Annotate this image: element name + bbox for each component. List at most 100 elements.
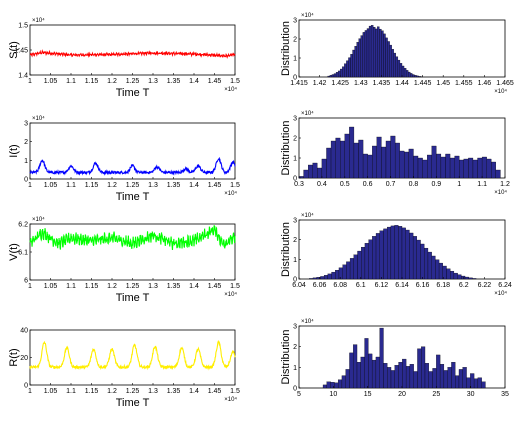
x-tick-label: 0.3: [294, 181, 304, 188]
histogram-bar: [495, 169, 501, 179]
x-tick-label: 1.4: [189, 78, 199, 85]
y-tick-label: 2: [293, 136, 297, 143]
histogram-bar: [381, 30, 384, 78]
histogram-bar: [379, 327, 384, 389]
histogram-bar: [333, 73, 337, 78]
histogram-bar: [398, 362, 403, 389]
x-tick-label: 1.45: [208, 78, 222, 85]
histogram-bar: [322, 384, 327, 389]
x-multiplier: ×10⁴: [494, 290, 507, 297]
histogram-bar: [312, 277, 317, 280]
y-axis-label: Distribution: [280, 222, 292, 277]
x-tick-label: 0.6: [363, 181, 373, 188]
histogram-bar: [459, 159, 464, 179]
histogram-bar: [486, 158, 492, 179]
histogram-bar: [395, 56, 399, 78]
series-line: [29, 49, 236, 59]
histogram-bar: [368, 25, 372, 78]
x-tick-label: 1.1: [477, 181, 487, 188]
histogram-bar: [327, 273, 332, 280]
x-tick-label: 6.18: [436, 282, 450, 289]
histogram-bar: [350, 54, 353, 78]
histogram-bar: [366, 28, 370, 78]
x-tick-label: 1.2: [107, 283, 117, 290]
histogram-bar: [412, 74, 415, 78]
histogram-bar: [342, 66, 345, 78]
bars: [309, 225, 477, 280]
histogram-bar: [428, 371, 433, 389]
histogram-bar: [477, 157, 483, 179]
y-tick-label: 6.1: [18, 250, 28, 257]
y-tick-label: 40: [20, 328, 28, 335]
x-tick-label: 35: [501, 391, 509, 398]
y-tick-label: 20: [20, 355, 28, 362]
x-tick-label: 6.1: [356, 282, 366, 289]
histogram-bar: [372, 236, 377, 280]
x-tick-label: 1.45: [208, 283, 222, 290]
x-tick-label: 1.45: [208, 388, 222, 395]
histogram-bar: [451, 362, 456, 389]
histogram-bar: [457, 274, 462, 280]
bars: [322, 327, 486, 389]
x-tick-label: 1.2: [107, 388, 117, 395]
y-tick-label: 6.2: [18, 222, 28, 229]
histogram-bar: [443, 370, 448, 389]
histogram-bar: [405, 70, 409, 78]
histogram-bar: [416, 75, 419, 78]
histogram-bar: [401, 65, 405, 78]
y-multiplier: ×10⁴: [32, 216, 45, 223]
histogram-bar: [353, 344, 358, 389]
histogram-bar: [431, 255, 436, 280]
histogram-bar: [357, 250, 362, 280]
y-multiplier: ×10⁴: [301, 212, 314, 219]
histogram-bar: [414, 75, 417, 78]
histogram-bar: [329, 75, 333, 78]
y-tick-label: 3: [293, 218, 297, 225]
histogram-bar: [399, 150, 405, 179]
x-tick-label: 5: [297, 391, 301, 398]
histogram-bar: [397, 59, 401, 78]
histogram-bar: [335, 137, 341, 179]
histogram-bar: [408, 71, 411, 78]
x-tick-label: 0.8: [409, 181, 419, 188]
histogram-bar: [458, 369, 463, 389]
histogram-bar: [455, 375, 460, 389]
plot-frame: [29, 329, 236, 386]
x-tick-label: 1.05: [44, 182, 58, 189]
histogram-bar: [379, 230, 384, 280]
x-multiplier: ×10⁴: [494, 189, 507, 196]
histogram-bar: [342, 264, 347, 280]
y-tick-label: 3: [293, 324, 297, 331]
histogram-bar: [468, 277, 473, 280]
y-tick-label: 0: [24, 177, 28, 184]
histogram-bar: [387, 41, 390, 78]
histogram-bar: [454, 155, 460, 179]
histogram-bar: [349, 126, 355, 179]
panel-v-time: 1 1.05 1.1 1.15 1.2 1.25 1.3 1.35 1.4 1.45 1.5 6 6.1…: [8, 216, 240, 304]
histogram-bar: [360, 35, 364, 78]
x-axis-label: Time T: [116, 191, 150, 203]
x-tick-label: 1.465: [496, 80, 514, 87]
x-tick-label: 1.1: [66, 283, 76, 290]
y-tick-label: 3: [24, 121, 28, 128]
histogram-bar: [491, 161, 496, 179]
histogram-bar: [427, 154, 432, 179]
y-multiplier: ×10⁴: [301, 110, 314, 117]
x-tick-label: 1.1: [66, 182, 76, 189]
x-multiplier: ×10⁴: [224, 86, 237, 93]
x-axis-label: Time T: [116, 87, 150, 99]
histogram-bar: [408, 148, 414, 179]
x-tick-label: 1.5: [230, 182, 240, 189]
x-tick-label: 6.2: [459, 282, 469, 289]
bars: [327, 25, 423, 78]
x-tick-label: 1.05: [44, 388, 58, 395]
histogram-bar: [383, 363, 388, 389]
x-tick-label: 1.46: [478, 80, 492, 87]
y-tick-label: 0: [293, 176, 297, 183]
x-tick-label: 1: [28, 283, 32, 290]
x-multiplier: ×10⁴: [494, 88, 507, 95]
panel-i-dist: 0.3 0.4 0.5 0.6 0.7 0.8 0.9 1 1.1 1.2 0 1 2 3 ×10⁴ ×10⁴…: [280, 110, 510, 196]
y-tick-label: 1: [293, 56, 297, 63]
y-tick-label: 3: [293, 18, 297, 25]
x-multiplier: ×10⁴: [224, 291, 237, 298]
